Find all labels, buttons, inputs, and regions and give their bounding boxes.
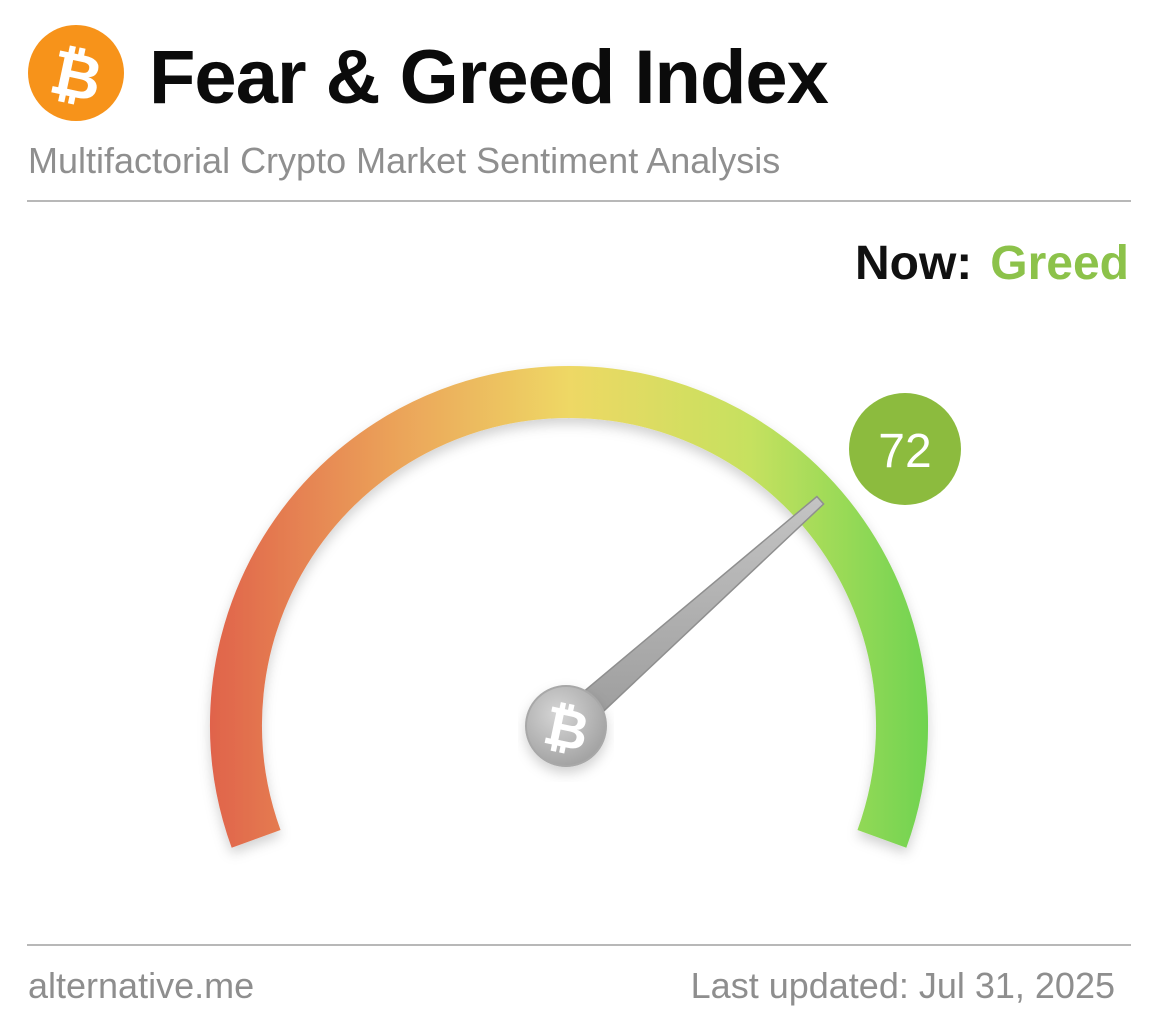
bitcoin-logo-icon: ₿ bbox=[28, 25, 124, 121]
page-title: Fear & Greed Index bbox=[149, 35, 829, 120]
classification-value: Greed bbox=[990, 237, 1129, 290]
divider-bottom bbox=[27, 944, 1131, 946]
header: ₿ Fear & Greed Index Multifactorial Cryp… bbox=[27, 24, 1131, 202]
current-status: Now: Greed bbox=[855, 236, 1129, 292]
page-subtitle: Multifactorial Crypto Market Sentiment A… bbox=[28, 140, 781, 181]
last-updated: Last updated: Jul 31, 2025 bbox=[690, 965, 1115, 1006]
value-badge: 72 bbox=[849, 393, 961, 505]
gauge-hub: ₿ bbox=[525, 685, 607, 767]
divider-top bbox=[27, 200, 1131, 202]
gauge-arc bbox=[210, 366, 928, 848]
source-link[interactable]: alternative.me bbox=[28, 965, 255, 1006]
gauge-value: 72 bbox=[878, 425, 931, 478]
now-label: Now: bbox=[854, 237, 973, 290]
